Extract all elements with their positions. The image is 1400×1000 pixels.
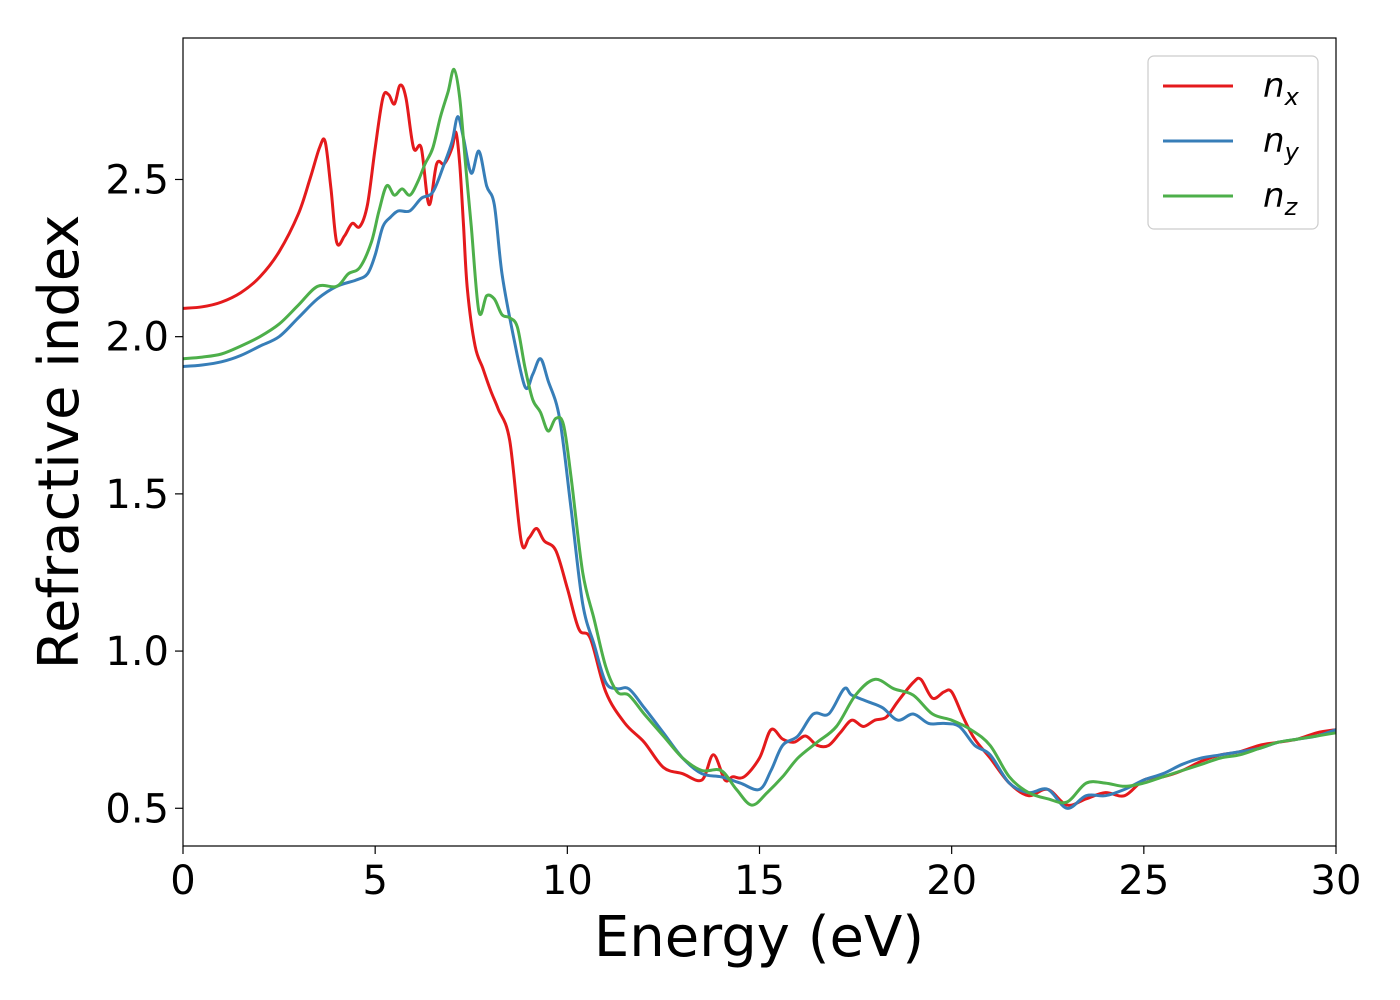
x-axis: 0 5 10 15 20 25 30 xyxy=(170,846,1361,904)
series-line-n-x xyxy=(182,83,1337,807)
series-layer xyxy=(182,67,1337,810)
y-tick-label: 2.5 xyxy=(105,157,169,203)
legend: nx ny nz xyxy=(1147,55,1319,230)
x-tick-label: 15 xyxy=(734,858,785,904)
x-tick-label: 0 xyxy=(170,858,195,904)
series-line-n-z xyxy=(182,67,1337,807)
x-tick-label: 30 xyxy=(1311,858,1362,904)
legend-label-n-z: nz xyxy=(1263,176,1299,221)
x-tick-label: 5 xyxy=(362,858,387,904)
y-tick-label: 2.0 xyxy=(105,315,169,361)
y-tick-label: 1.0 xyxy=(105,629,169,675)
y-tick-label: 0.5 xyxy=(105,786,169,832)
x-tick-label: 10 xyxy=(542,858,593,904)
x-tick-label: 20 xyxy=(926,858,977,904)
x-axis-label: Energy (eV) xyxy=(594,905,924,970)
y-axis: 0.5 1.0 1.5 2.0 2.5 xyxy=(105,157,183,832)
legend-label-n-x: nx xyxy=(1263,66,1300,111)
x-tick-label: 25 xyxy=(1118,858,1169,904)
y-tick-label: 1.5 xyxy=(105,472,169,518)
series-line-n-y xyxy=(182,115,1337,810)
legend-label-n-y: ny xyxy=(1263,121,1300,166)
y-axis-label: Refractive index xyxy=(27,215,92,670)
